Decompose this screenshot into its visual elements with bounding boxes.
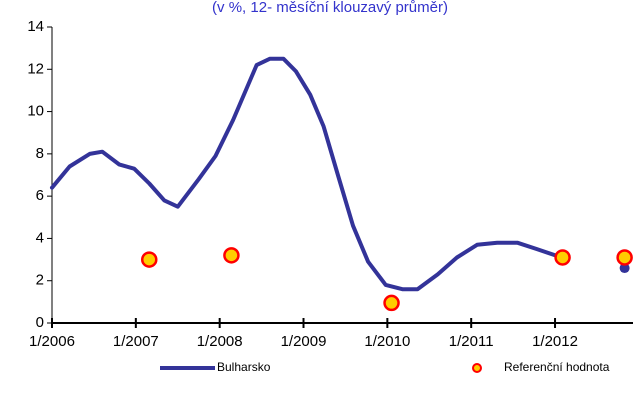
x-tick-label: 1/2009: [281, 333, 327, 350]
legend-label: Bulharsko: [217, 360, 271, 374]
y-tick-label: 10: [27, 103, 44, 120]
y-tick-label: 14: [27, 18, 44, 35]
chart-subtitle: (v %, 12- měsíční klouzavý průměr): [212, 0, 448, 16]
reference-point: [554, 249, 571, 266]
x-tick-label: 1/2006: [29, 333, 75, 350]
y-tick-label: 2: [36, 272, 44, 289]
reference-point: [616, 249, 633, 266]
line-point: [619, 263, 630, 274]
y-tick-label: 4: [36, 229, 44, 246]
legend-label: Referenční hodnota: [504, 360, 610, 374]
x-tick-label: 1/2007: [113, 333, 159, 350]
reference-point: [383, 294, 400, 312]
reference-point: [223, 247, 240, 264]
reference-point: [141, 251, 158, 268]
y-tick-label: 8: [36, 145, 44, 162]
x-tick-label: 1/2011: [449, 333, 494, 350]
legend-marker: [472, 363, 482, 373]
y-tick-label: 6: [36, 187, 44, 204]
x-tick-label: 1/2008: [197, 333, 243, 350]
y-tick-label: 12: [27, 60, 44, 77]
line: [50, 56, 564, 292]
x-tick-label: 1/2012: [532, 333, 578, 350]
y-tick-label: 0: [36, 314, 44, 331]
x-tick-label: 1/2010: [364, 333, 410, 350]
